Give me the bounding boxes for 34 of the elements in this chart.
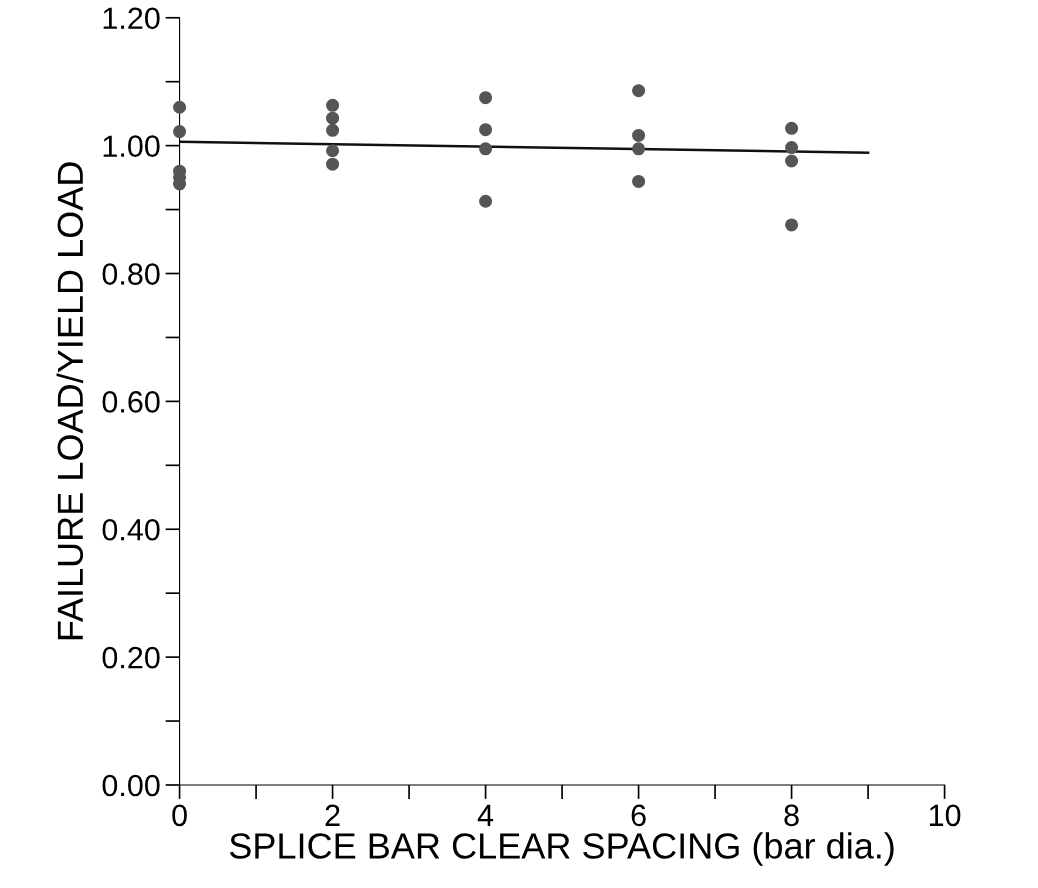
y-tick-label: 0.00 xyxy=(102,774,160,797)
y-tick-label: 0.80 xyxy=(102,263,160,285)
point xyxy=(479,194,493,208)
point xyxy=(479,123,493,137)
point xyxy=(785,218,799,232)
point xyxy=(632,174,646,188)
x-tick-label: 0 xyxy=(172,804,187,827)
y-tick-label: 0.20 xyxy=(102,646,160,669)
point xyxy=(785,141,799,155)
point xyxy=(173,125,187,139)
x-tick-label: 4 xyxy=(477,804,494,826)
y-tick-label: 1.00 xyxy=(103,135,160,157)
x-axis-title: SPLICE BAR CLEAR SPACING (bar dia.) xyxy=(229,832,894,866)
point xyxy=(326,98,340,112)
y-axis-title: FAILURE LOAD/YIELD LOAD xyxy=(56,162,84,640)
point xyxy=(326,123,340,137)
y-tick-label: 0.60 xyxy=(102,391,160,413)
point xyxy=(479,142,493,156)
point xyxy=(479,91,493,105)
x-tick-label: 8 xyxy=(784,804,799,827)
point xyxy=(326,144,340,158)
point xyxy=(326,157,340,171)
y-tick-label: 1.20 xyxy=(103,7,160,30)
x-tick-label: 2 xyxy=(325,804,340,826)
x-tick-label: 10 xyxy=(929,804,961,827)
point xyxy=(785,154,799,168)
point xyxy=(632,84,646,98)
point xyxy=(632,128,646,142)
point xyxy=(632,142,646,156)
point xyxy=(785,121,799,135)
y-tick-label: 0.40 xyxy=(102,518,160,541)
point xyxy=(173,100,187,114)
point xyxy=(326,111,340,125)
x-tick-label: 6 xyxy=(631,804,646,827)
